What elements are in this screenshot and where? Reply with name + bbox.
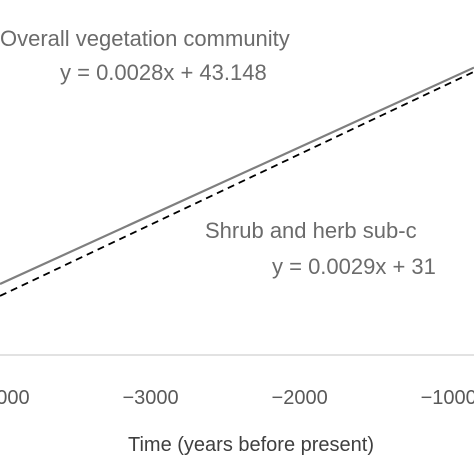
series-1-equation: y = 0.0028x + 43.148 xyxy=(60,60,267,85)
x-tick-label: −1000 xyxy=(421,387,474,409)
x-tick-label: −3000 xyxy=(122,387,178,409)
series-2-name: Shrub and herb sub-c xyxy=(205,218,417,243)
x-tick-label: −4000 xyxy=(0,387,30,409)
series-1-line xyxy=(0,66,474,286)
series-1-name: Overall vegetation community xyxy=(0,26,290,51)
x-tick-labels: −4000 −3000 −2000 −1000 xyxy=(0,387,474,409)
x-axis-label: Time (years before present) xyxy=(128,434,374,456)
x-tick-label: −2000 xyxy=(272,387,328,409)
series-2-equation: y = 0.0029x + 31 xyxy=(272,254,436,279)
series-2-line xyxy=(0,70,474,297)
series-lines xyxy=(0,66,474,297)
